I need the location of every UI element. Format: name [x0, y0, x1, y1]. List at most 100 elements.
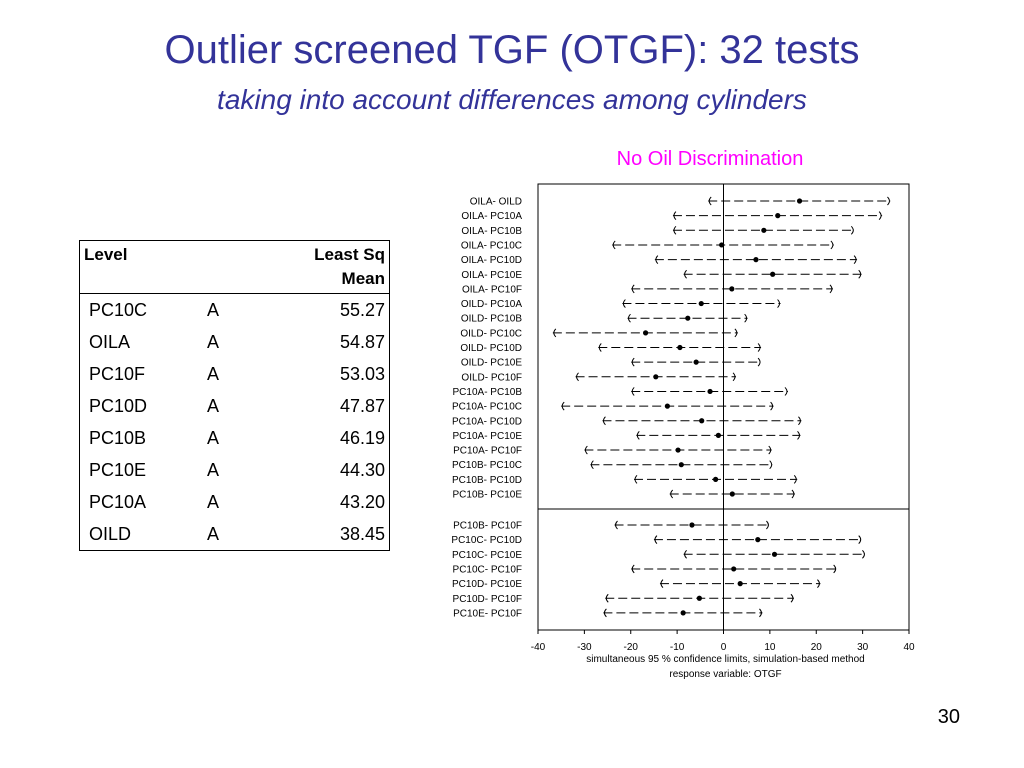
upper-limit-bracket	[797, 431, 800, 440]
group-cell: A	[207, 491, 220, 512]
upper-limit-bracket	[790, 593, 794, 603]
lower-limit-bracket	[708, 196, 712, 206]
level-cell: PC10B	[89, 427, 147, 448]
lower-limit-bracket	[631, 284, 635, 294]
level-cell: PC10E	[89, 459, 147, 480]
comparison-label: PC10A- PC10E	[453, 431, 523, 442]
table-header-row: Level Least Sq Mean	[79, 240, 390, 294]
least-squares-means-table: Level Least Sq Mean PC10C A 55.27 OILA A 54.…	[79, 240, 390, 551]
lower-limit-bracket	[654, 535, 658, 545]
estimate-point	[707, 388, 713, 395]
comparison-label: OILA- OILD	[470, 197, 522, 208]
comparison-label: OILA- PC10A	[461, 211, 522, 222]
upper-limit-bracket	[768, 445, 772, 455]
comparison-label: OILD- PC10A	[461, 299, 522, 310]
mean-cell: 55.27	[339, 299, 385, 320]
estimate-point	[685, 315, 691, 321]
estimate-point	[737, 581, 743, 587]
estimate-point	[642, 330, 649, 336]
estimate-point	[693, 359, 699, 365]
upper-limit-bracket	[757, 343, 761, 352]
estimate-point	[731, 566, 737, 572]
upper-limit-bracket	[887, 196, 890, 206]
header-mean: Mean	[341, 269, 385, 288]
estimate-point	[675, 447, 681, 453]
comparison-label: OILD- PC10B	[461, 314, 522, 325]
upper-limit-bracket	[858, 535, 862, 545]
lower-limit-bracket	[655, 255, 659, 264]
x-tick-label: 10	[764, 642, 776, 653]
comparison-label: PC10E- PC10F	[453, 608, 522, 619]
lower-limit-bracket	[605, 593, 609, 603]
lower-limit-bracket	[631, 357, 635, 367]
level-cell: PC10C	[89, 299, 148, 320]
comparison-label: OILA- PC10B	[461, 226, 522, 237]
lower-limit-bracket	[612, 240, 616, 250]
comparison-label: OILD- PC10D	[460, 343, 522, 354]
comparison-label: PC10B- PC10E	[453, 490, 523, 501]
estimate-point	[775, 213, 781, 219]
lower-limit-bracket	[598, 343, 602, 352]
x-tick-label: -30	[577, 642, 592, 653]
table-row: PC10F A 53.03	[80, 358, 390, 390]
estimate-point	[696, 595, 702, 601]
comparison-label: PC10D- PC10E	[452, 579, 522, 590]
estimate-point	[729, 286, 735, 292]
estimate-point	[713, 476, 719, 482]
estimate-point	[664, 403, 670, 409]
estimate-point	[719, 242, 725, 248]
comparison-label: OILD- PC10C	[460, 328, 522, 339]
lower-limit-bracket	[634, 474, 638, 484]
header-least-sq-mean: Least Sq Mean	[291, 240, 390, 294]
estimate-point	[761, 227, 767, 233]
x-axis-sublabel: response variable: OTGF	[669, 669, 781, 680]
estimate-point	[699, 418, 705, 424]
estimate-point	[770, 271, 776, 277]
upper-limit-bracket	[791, 489, 795, 499]
lower-limit-bracket	[636, 431, 640, 440]
upper-limit-bracket	[777, 299, 781, 308]
lower-limit-bracket	[602, 416, 606, 426]
mean-cell: 53.03	[339, 363, 385, 384]
estimate-point	[698, 300, 704, 307]
lower-limit-bracket	[622, 299, 626, 308]
group-cell: A	[207, 395, 220, 416]
upper-limit-bracket	[833, 564, 837, 574]
lower-limit-bracket	[576, 372, 579, 382]
upper-limit-bracket	[798, 416, 801, 426]
lower-limit-bracket	[684, 269, 687, 279]
level-cell: PC10F	[89, 363, 146, 384]
upper-limit-bracket	[829, 284, 833, 294]
estimate-point	[715, 432, 721, 438]
table-row: OILD A 38.45	[80, 518, 390, 551]
upper-limit-bracket	[793, 474, 797, 484]
upper-limit-bracket	[784, 387, 788, 396]
comparison-label: PC10A- PC10B	[453, 387, 523, 398]
group-cell: A	[207, 299, 220, 320]
chart-title: No Oil Discrimination	[617, 148, 804, 170]
upper-limit-bracket	[850, 225, 854, 235]
upper-limit-bracket	[759, 608, 762, 618]
x-tick-label: 30	[857, 642, 869, 653]
comparison-label: OILA- PC10F	[462, 284, 522, 295]
estimate-point	[755, 537, 761, 543]
x-tick-label: 20	[811, 642, 823, 653]
lower-limit-bracket	[660, 579, 664, 588]
upper-limit-bracket	[770, 401, 774, 411]
estimate-point	[677, 344, 683, 351]
comparison-label: OILA- PC10D	[461, 255, 522, 266]
comparison-label: PC10A- PC10C	[452, 402, 522, 413]
header-least-sq: Least Sq	[314, 245, 385, 264]
estimate-point	[796, 198, 803, 204]
upper-limit-bracket	[734, 328, 738, 338]
upper-limit-bracket	[862, 549, 865, 559]
comparison-label: PC10C- PC10F	[453, 564, 522, 575]
group-cell: A	[207, 331, 220, 352]
lower-limit-bracket	[615, 520, 618, 530]
group-cell: A	[207, 427, 220, 448]
group-cell: A	[207, 459, 220, 480]
estimate-point	[653, 374, 659, 380]
x-tick-label: 0	[721, 642, 727, 653]
upper-limit-bracket	[817, 579, 820, 588]
